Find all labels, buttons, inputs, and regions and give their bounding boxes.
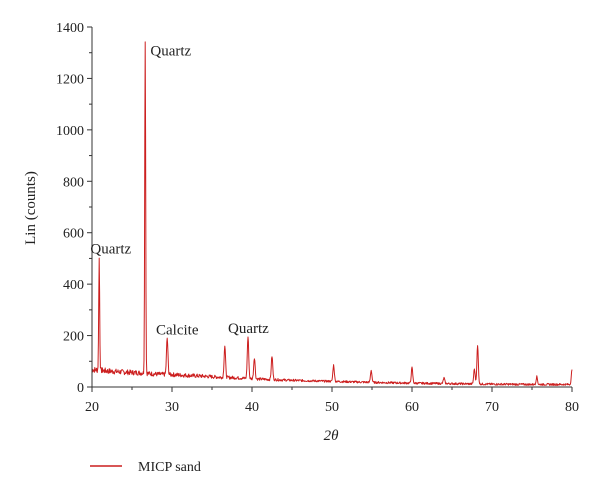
y-tick-label: 600: [63, 227, 84, 242]
y-tick-label: 200: [63, 330, 84, 345]
y-axis-title: Lin (counts): [23, 171, 39, 245]
peak-annotation: Quartz: [228, 321, 269, 337]
y-tick-label: 400: [63, 278, 84, 293]
x-tick-label: 30: [165, 400, 179, 415]
y-tick-label: 800: [63, 175, 84, 190]
peak-annotation: Calcite: [156, 322, 199, 338]
y-tick-label: 0: [77, 381, 84, 396]
x-tick-label: 40: [245, 400, 259, 415]
x-tick-label: 20: [85, 400, 99, 415]
x-tick-label: 70: [485, 400, 499, 415]
y-tick-label: 1000: [56, 124, 84, 139]
y-tick-label: 1400: [56, 21, 84, 36]
annotations: Quartz Quartz Calcite Quartz: [90, 43, 269, 338]
legend: MICP sand: [90, 460, 201, 475]
peak-annotation: Quartz: [150, 43, 191, 59]
plot-area: [91, 41, 573, 386]
peak-annotation: Quartz: [90, 241, 131, 257]
y-tick-label: 1200: [56, 72, 84, 87]
x-tick-label: 80: [565, 400, 579, 415]
series-line: [91, 41, 573, 386]
x-tick-label: 50: [325, 400, 339, 415]
x-axis-title: 2θ: [324, 428, 340, 444]
x-tick-label: 60: [405, 400, 419, 415]
legend-label: MICP sand: [138, 460, 201, 475]
